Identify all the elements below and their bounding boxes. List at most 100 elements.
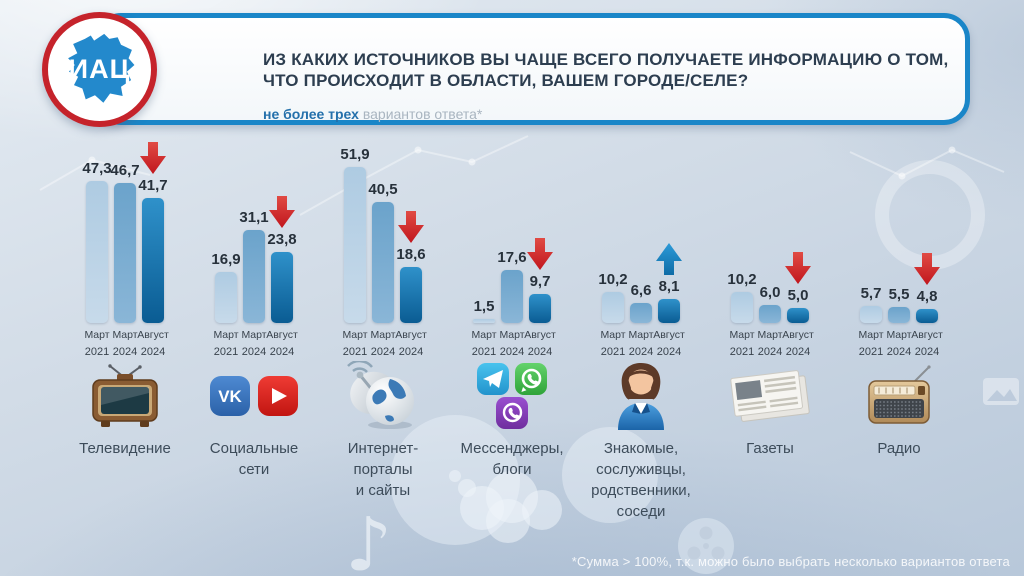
value-label: 46,7 — [110, 161, 140, 179]
bar-aug-2024 — [916, 308, 938, 323]
acquaintances-icon — [577, 360, 706, 432]
trend-up-icon — [656, 242, 682, 275]
value-label: 17,6 — [497, 249, 527, 267]
constraint-bold: не более трех — [263, 106, 359, 122]
month-label: Март — [886, 329, 912, 341]
chart-group-1: 47,3 Март 2021 46,7 Март 2024 41,7 Август 2024 Т… — [61, 0, 190, 576]
year-label: 2024 — [785, 346, 811, 358]
value-label: 31,1 — [239, 208, 269, 226]
month-label: Август — [137, 329, 169, 341]
month-label: Март — [729, 329, 755, 341]
internet-portals-icon — [319, 360, 448, 432]
month-label: Март — [757, 329, 783, 341]
bar-mar-2024 — [759, 305, 781, 323]
month-label: Март — [342, 329, 368, 341]
value-label: 5,0 — [787, 287, 809, 304]
bar-aug-2024 — [787, 308, 809, 323]
year-label: 2024 — [398, 346, 424, 358]
trend-down-icon — [140, 141, 166, 174]
logo-label: ИАЦ — [68, 53, 131, 84]
radio-icon — [835, 360, 964, 432]
messengers-icon — [448, 360, 577, 432]
page-title-line1: ИЗ КАКИХ ИСТОЧНИКОВ ВЫ ЧАЩЕ ВСЕГО ПОЛУЧА… — [263, 50, 949, 69]
year-label: 2021 — [858, 346, 884, 358]
chart-group-6: 10,2 Март 2021 6,0 Март 2024 5,0 Август 2024 Газ… — [706, 0, 835, 576]
value-label: 5,7 — [860, 284, 882, 302]
month-label: Август — [911, 329, 943, 341]
bar-aug-2024 — [400, 267, 422, 323]
bar-mar-2021 — [86, 181, 108, 323]
month-label: Март — [499, 329, 525, 341]
social-networks-icon: VK — [190, 360, 319, 432]
year-label: 2024 — [370, 346, 396, 358]
bar-mar-2024 — [888, 306, 910, 323]
value-label: 51,9 — [340, 146, 370, 164]
constraint-rest: вариантов ответа* — [358, 106, 483, 122]
footnote: *Сумма > 100%, т.к. можно было выбрать н… — [571, 554, 1010, 569]
year-label: 2021 — [84, 346, 110, 358]
value-label: 16,9 — [211, 251, 241, 269]
category-label: Мессенджеры, блоги — [460, 440, 564, 478]
month-label: Март — [370, 329, 396, 341]
month-label: Август — [524, 329, 556, 341]
value-label: 6,0 — [759, 284, 781, 301]
bar-mar-2021 — [731, 292, 753, 323]
value-label: 9,7 — [529, 272, 551, 290]
bar-mar-2021 — [473, 318, 495, 323]
year-label: 2021 — [729, 346, 755, 358]
value-label: 23,8 — [267, 230, 297, 248]
trend-down-icon — [785, 252, 811, 284]
bar-mar-2021 — [215, 272, 237, 323]
value-label: 40,5 — [368, 180, 398, 198]
year-label: 2024 — [241, 346, 267, 358]
category-label: Социальные сети — [209, 440, 299, 478]
year-label: 2024 — [112, 346, 138, 358]
logo-map-icon — [67, 33, 134, 103]
year-label: 2021 — [600, 346, 626, 358]
trend-down-icon — [527, 237, 553, 270]
category-label: Газеты — [746, 440, 794, 457]
bar-mar-2021 — [344, 167, 366, 323]
bar-mar-2021 — [860, 305, 882, 323]
year-label: 2024 — [269, 346, 295, 358]
value-label: 6,6 — [630, 282, 652, 300]
month-label: Март — [858, 329, 884, 341]
bar-aug-2024 — [142, 197, 164, 323]
year-label: 2024 — [757, 346, 783, 358]
bar-mar-2021 — [602, 292, 624, 323]
value-label: 10,2 — [727, 271, 757, 289]
year-label: 2024 — [628, 346, 654, 358]
value-label: 4,8 — [916, 287, 938, 305]
category-label: Знакомые, сослуживцы, родственники, соседи — [591, 440, 691, 520]
page-title-line2: ЧТО ПРОИСХОДИТ В ОБЛАСТИ, ВАШЕМ ГОРОДЕ/С… — [263, 71, 749, 90]
trend-down-icon — [269, 195, 295, 228]
month-label: Август — [653, 329, 685, 341]
survey-constraint-note: не более трех вариантов ответа* — [263, 106, 482, 122]
value-label: 5,5 — [888, 285, 910, 303]
year-label: 2024 — [140, 346, 166, 358]
month-label: Август — [395, 329, 427, 341]
month-label: Август — [266, 329, 298, 341]
trend-down-icon — [914, 252, 940, 285]
month-label: Август — [782, 329, 814, 341]
year-label: 2024 — [499, 346, 525, 358]
month-label: Март — [84, 329, 110, 341]
svg-text:VK: VK — [218, 387, 242, 406]
tv-icon — [61, 360, 190, 432]
value-label: 10,2 — [598, 271, 628, 289]
trend-down-icon — [398, 211, 424, 244]
month-label: Март — [471, 329, 497, 341]
month-label: Март — [213, 329, 239, 341]
month-label: Март — [600, 329, 626, 341]
page-title: ИЗ КАКИХ ИСТОЧНИКОВ ВЫ ЧАЩЕ ВСЕГО ПОЛУЧА… — [263, 49, 948, 91]
bar-mar-2024 — [243, 229, 265, 323]
bar-aug-2024 — [658, 298, 680, 323]
photo-icon — [983, 378, 1019, 405]
chart-group-5: 10,2 Март 2021 6,6 Март 2024 8,1 Август 2024 Зна… — [577, 0, 706, 576]
year-label: 2024 — [914, 346, 940, 358]
value-label: 18,6 — [396, 246, 426, 264]
value-label: 41,7 — [138, 176, 168, 194]
